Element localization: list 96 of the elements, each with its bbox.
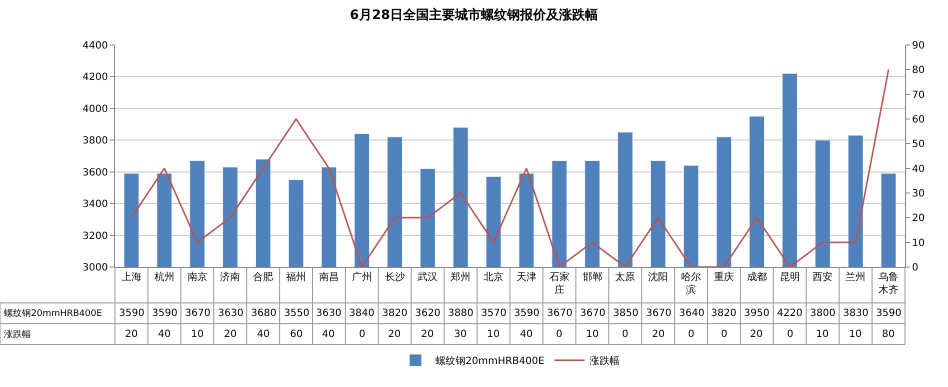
y2-tick-label: 70	[912, 90, 925, 101]
y2-tick-label: 30	[912, 188, 925, 200]
x-tick-label: 太原	[615, 271, 636, 283]
data-label: 3590	[876, 308, 902, 319]
data-label: 3550	[284, 308, 310, 319]
data-label: 3820	[711, 308, 736, 319]
text: 涨跌幅	[4, 330, 31, 340]
x-tick-label: 福州	[286, 271, 306, 283]
y2-tick-label: 60	[912, 114, 925, 126]
y-tick-label: 3400	[82, 199, 108, 210]
data-label: 20	[388, 329, 401, 340]
y-tick-label: 3200	[82, 230, 108, 242]
data-label: 0	[556, 329, 562, 340]
data-label: 0	[622, 329, 628, 340]
data-label: 3630	[218, 308, 244, 319]
x-tick-label: 武汉	[418, 271, 438, 283]
data-label: 3590	[152, 308, 178, 319]
x-tick-label: 长沙	[384, 271, 405, 283]
x-tick-label: 乌鲁木齐	[878, 271, 899, 296]
legend-label: 螺纹钢20mmHRB400E	[436, 355, 544, 368]
y2-tick-label: 90	[912, 40, 925, 52]
y-tick-label: 3600	[82, 167, 108, 178]
data-label: 3840	[349, 308, 374, 319]
line-series	[130, 68, 890, 267]
chart-title: 6月28日全国主要城市螺纹钢报价及涨跌幅	[350, 6, 598, 23]
x-tick-label: 沈阳	[648, 271, 668, 283]
data-label: 3820	[382, 308, 408, 319]
y2-tick-label: 0	[912, 262, 918, 274]
data-label: 3640	[679, 308, 704, 319]
data-label: 0	[721, 329, 728, 340]
data-label: 10	[816, 329, 829, 340]
data-label: 80	[882, 329, 895, 340]
x-tick-label: 邯郸	[582, 271, 602, 283]
x-tick-label: 成都	[746, 271, 767, 283]
data-label: 3620	[415, 308, 440, 319]
y2-tick-label: 80	[912, 65, 925, 76]
data-label: 0	[688, 329, 694, 340]
data-label: 10	[586, 329, 599, 340]
data-label: 20	[125, 329, 138, 340]
data-label: 3590	[514, 308, 540, 319]
x-tick-label: 合肥	[253, 271, 274, 283]
data-label: 20	[750, 329, 763, 340]
data-label: 3670	[646, 308, 672, 319]
data-label: 3800	[810, 308, 836, 319]
y-tick-label: 3800	[82, 136, 108, 147]
data-label: 20	[652, 329, 665, 340]
x-tick-label: 上海	[121, 271, 142, 283]
y-tick-label: 4200	[82, 72, 108, 84]
data-label: 10	[849, 329, 862, 340]
data-label: 4220	[777, 308, 802, 319]
x-tick-label: 南京	[187, 271, 208, 283]
y2-tick-label: 10	[912, 238, 925, 249]
data-label: 10	[191, 329, 204, 340]
y2-tick-label: 50	[912, 139, 925, 150]
y2-tick-label: 20	[912, 213, 925, 224]
x-tick-label: 石家庄	[549, 271, 570, 296]
y-tick-label: 3000	[82, 262, 108, 274]
x-tick-label: 郑州	[450, 271, 471, 283]
data-label: 40	[322, 329, 335, 340]
y2-tick-label: 40	[912, 164, 925, 175]
x-tick-label: 济南	[220, 271, 240, 283]
data-label: 30	[454, 329, 467, 340]
x-tick-label: 南昌	[318, 271, 339, 283]
data-label: 3670	[580, 308, 606, 319]
data-label: 40	[158, 329, 171, 340]
data-label: 0	[359, 329, 366, 340]
data-label: 40	[257, 329, 270, 340]
data-label: 60	[290, 329, 303, 340]
data-label: 20	[421, 329, 434, 340]
data-label: 3670	[547, 308, 572, 319]
x-tick-label: 兰州	[846, 271, 866, 283]
x-tick-label: 重庆	[714, 271, 734, 283]
x-tick-label: 北京	[484, 271, 504, 283]
legend-label: 涨跌幅	[589, 355, 620, 368]
data-label: 3630	[316, 308, 342, 319]
y-tick-label: 4000	[82, 104, 108, 115]
data-label: 3880	[448, 308, 474, 319]
x-tick-label: 天津	[516, 271, 536, 283]
data-label: 3950	[744, 308, 770, 319]
x-tick-label: 广州	[352, 271, 372, 283]
data-label: 3680	[251, 308, 276, 319]
data-label: 3670	[185, 308, 210, 319]
y-tick-label: 4400	[82, 40, 108, 52]
data-label: 10	[487, 329, 500, 340]
x-tick-label: 哈尔滨	[681, 271, 702, 296]
data-label: 3590	[119, 308, 144, 319]
data-label: 3850	[613, 308, 638, 319]
data-label: 3830	[843, 308, 868, 319]
x-tick-label: 杭州	[153, 271, 174, 283]
data-label: 3570	[481, 308, 506, 319]
x-tick-label: 昆明	[780, 272, 800, 283]
data-label: 40	[520, 329, 533, 340]
text: 螺纹钢20mmHRB400E	[4, 309, 102, 319]
data-label: 0	[787, 329, 794, 340]
data-label: 20	[224, 329, 237, 340]
x-tick-label: 西安	[812, 271, 833, 283]
